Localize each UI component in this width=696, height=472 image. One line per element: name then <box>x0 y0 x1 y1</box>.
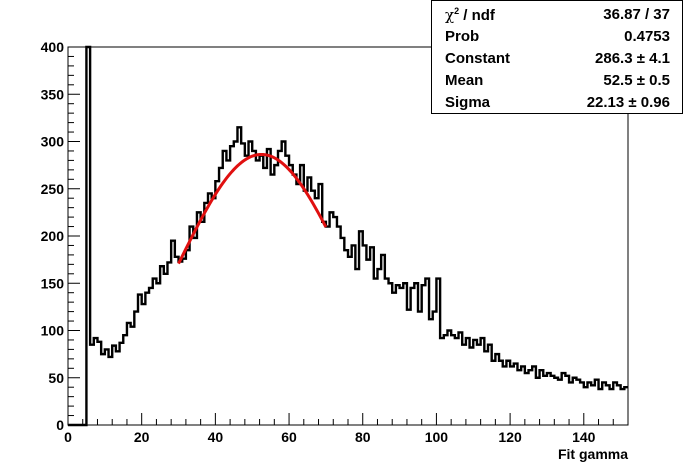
stats-label-prob: Prob <box>445 28 480 45</box>
stats-value-sigma: 22.13 ± 0.96 <box>586 94 670 111</box>
stats-value-chi2: 36.87 / 37 <box>603 6 670 23</box>
x-tick-label: 60 <box>281 429 297 445</box>
y-tick-label: 200 <box>41 228 65 244</box>
gaussian-fit-curve <box>177 152 328 265</box>
stats-row-mean: Mean 52.5 ± 0.5 <box>432 69 682 91</box>
stats-label-sigma: Sigma <box>445 94 491 111</box>
x-axis-title: Fit gamma <box>558 446 628 462</box>
stats-label-constant: Constant <box>445 50 510 67</box>
stats-label-chi2: χ2 / ndf <box>445 6 495 24</box>
y-tick-label: 250 <box>41 181 65 197</box>
histogram-line <box>68 45 628 427</box>
x-tick-label: 120 <box>498 429 522 445</box>
stats-value-constant: 286.3 ± 4.1 <box>595 50 670 67</box>
x-tick-label: 40 <box>208 429 224 445</box>
stats-label-mean: Mean <box>445 72 484 89</box>
y-tick-label: 100 <box>41 323 65 339</box>
stats-row-constant: Constant 286.3 ± 4.1 <box>432 47 682 69</box>
stats-row-prob: Prob 0.4753 <box>432 25 682 47</box>
x-tick-label: 0 <box>64 429 72 445</box>
y-tick-label: 350 <box>41 86 65 102</box>
stats-row-sigma: Sigma 22.13 ± 0.96 <box>432 91 682 113</box>
x-axis: 0 20 40 60 80 100 120 140 <box>64 413 629 445</box>
y-tick-label: 0 <box>56 417 64 433</box>
x-tick-label: 20 <box>134 429 150 445</box>
y-tick-label: 150 <box>41 275 65 291</box>
y-tick-label: 400 <box>41 39 65 55</box>
stats-box: χ2 / ndf 36.87 / 37 Prob 0.4753 Constant… <box>431 0 683 114</box>
x-tick-label: 140 <box>572 429 596 445</box>
stats-row-chi2: χ2 / ndf 36.87 / 37 <box>432 3 682 25</box>
y-tick-label: 300 <box>41 134 65 150</box>
stats-value-mean: 52.5 ± 0.5 <box>603 72 670 89</box>
x-tick-label: 80 <box>355 429 371 445</box>
stats-value-prob: 0.4753 <box>624 28 670 45</box>
y-axis: 0 50 100 150 200 250 300 350 400 <box>41 39 80 433</box>
y-tick-label: 50 <box>48 370 64 386</box>
x-tick-label: 100 <box>425 429 449 445</box>
